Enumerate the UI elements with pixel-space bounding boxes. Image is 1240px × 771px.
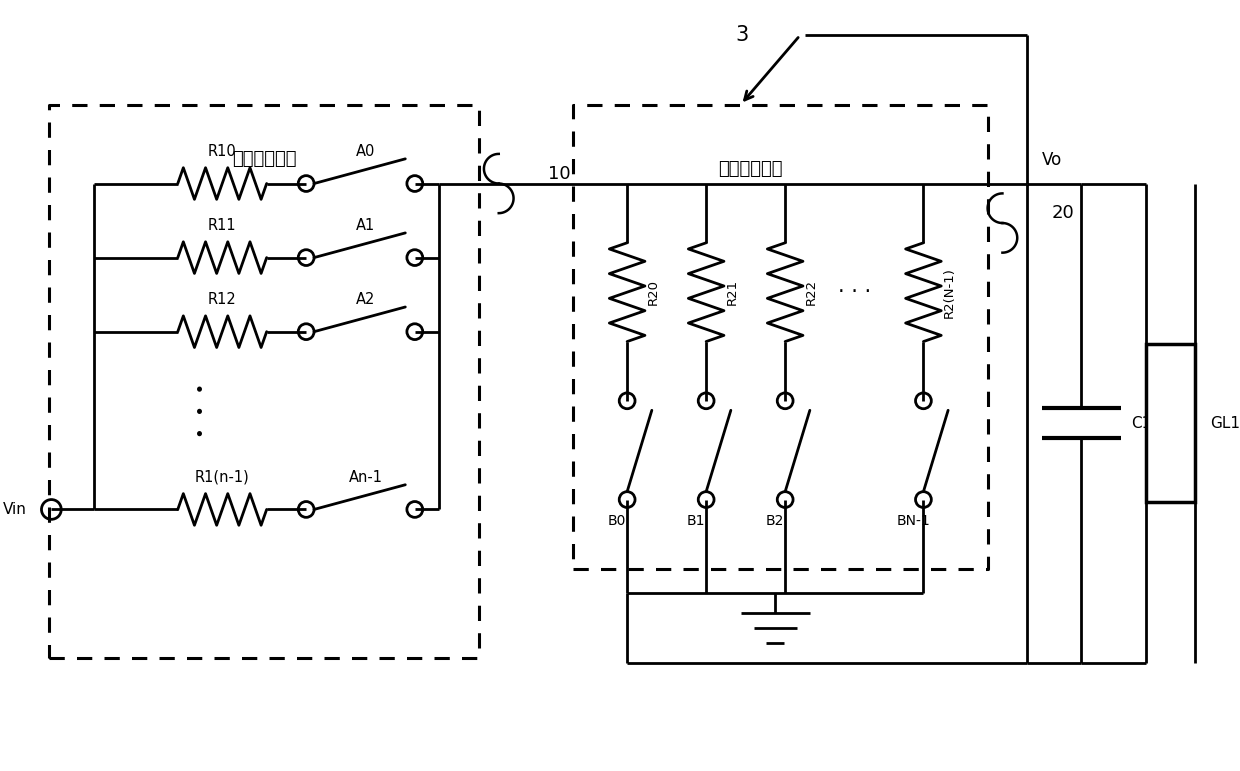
Text: R2(N-1): R2(N-1): [944, 267, 956, 318]
Text: C1: C1: [1131, 416, 1151, 430]
Text: A2: A2: [356, 292, 376, 307]
Text: B2: B2: [766, 514, 785, 528]
Text: 第二选择电路: 第二选择电路: [718, 160, 782, 178]
Text: 20: 20: [1052, 204, 1075, 222]
Text: An-1: An-1: [348, 470, 382, 485]
Text: 第一选择电路: 第一选择电路: [232, 150, 296, 168]
Text: R21: R21: [725, 279, 739, 305]
Text: R22: R22: [805, 279, 818, 305]
Text: · · ·: · · ·: [838, 282, 870, 302]
Text: Vin: Vin: [2, 502, 27, 517]
Text: R11: R11: [208, 218, 237, 233]
Text: R20: R20: [647, 279, 660, 305]
Bar: [1146, 344, 1195, 502]
Text: B1: B1: [687, 514, 706, 528]
Text: Vo: Vo: [1042, 150, 1063, 169]
Text: •  •  •: • • •: [193, 383, 212, 438]
Text: R1(n-1): R1(n-1): [195, 470, 249, 485]
Text: R12: R12: [208, 292, 237, 307]
Text: BN-1: BN-1: [897, 514, 930, 528]
Text: 10: 10: [548, 165, 570, 183]
Text: 3: 3: [735, 25, 749, 45]
Text: A0: A0: [356, 144, 376, 159]
Text: GL1: GL1: [1210, 416, 1240, 430]
Text: R10: R10: [208, 144, 237, 159]
Text: A1: A1: [356, 218, 374, 233]
Text: B0: B0: [608, 514, 626, 528]
